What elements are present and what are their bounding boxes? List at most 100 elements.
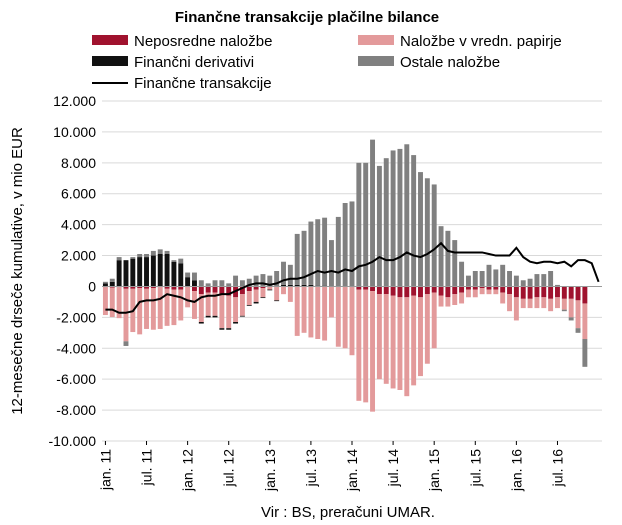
bar-ostale-nalo-be bbox=[198, 280, 204, 287]
bar-ostale-nalo-be bbox=[267, 275, 273, 287]
bar-neposredne-nalo-be bbox=[411, 286, 417, 296]
bar-ostale-nalo-be bbox=[356, 162, 362, 287]
x-tick-label: jul. 14 bbox=[385, 449, 401, 488]
legend-item: Finančni derivativi bbox=[92, 54, 254, 71]
bar-neposredne-nalo-be bbox=[390, 286, 396, 296]
bar-neposredne-nalo-be bbox=[171, 286, 177, 290]
bar-nalo-be-v-vredn-papirje bbox=[315, 286, 321, 339]
bar-nalo-be-v-vredn-papirje bbox=[561, 298, 567, 310]
bar-nalo-be-v-vredn-papirje bbox=[383, 294, 389, 384]
bar-finan-ni-derivativi bbox=[212, 315, 218, 318]
bar-nalo-be-v-vredn-papirje bbox=[527, 298, 533, 309]
bar-ostale-nalo-be bbox=[144, 254, 149, 258]
bar-ostale-nalo-be bbox=[123, 341, 129, 346]
bar-finan-ni-derivativi bbox=[205, 315, 211, 318]
bar-neposredne-nalo-be bbox=[561, 286, 567, 299]
bar-ostale-nalo-be bbox=[281, 261, 286, 285]
bar-ostale-nalo-be bbox=[212, 280, 218, 287]
bar-nalo-be-v-vredn-papirje bbox=[397, 297, 403, 390]
bar-ostale-nalo-be bbox=[465, 275, 471, 287]
bar-nalo-be-v-vredn-papirje bbox=[575, 300, 581, 329]
bar-finan-ni-derivativi bbox=[267, 289, 273, 291]
bar-finan-ni-derivativi bbox=[164, 254, 170, 287]
bar-finan-ni-derivativi bbox=[123, 260, 129, 287]
bar-neposredne-nalo-be bbox=[486, 286, 492, 290]
legend-swatch bbox=[358, 35, 394, 45]
y-tick-label: -2.000 bbox=[56, 309, 96, 325]
bar-ostale-nalo-be bbox=[130, 257, 136, 259]
x-tick-label: jan. 14 bbox=[344, 449, 360, 492]
bar-neposredne-nalo-be bbox=[479, 286, 485, 288]
bar-ostale-nalo-be bbox=[363, 162, 369, 287]
bar-ostale-nalo-be bbox=[424, 178, 430, 287]
bar-ostale-nalo-be bbox=[342, 203, 348, 287]
bar-nalo-be-v-vredn-papirje bbox=[370, 291, 376, 412]
bar-nalo-be-v-vredn-papirje bbox=[164, 288, 170, 326]
bar-neposredne-nalo-be bbox=[459, 286, 465, 293]
bars-layer bbox=[102, 139, 588, 412]
bar-finan-ni-derivativi bbox=[274, 300, 280, 302]
bar-neposredne-nalo-be bbox=[520, 286, 526, 299]
bar-finan-ni-derivativi bbox=[171, 261, 177, 287]
bar-neposredne-nalo-be bbox=[493, 286, 499, 290]
y-axis-ticks: 12.000 10.000 8.000 6.000 4.000 2.000 0 -2.000 -… bbox=[49, 93, 97, 449]
bar-ostale-nalo-be bbox=[116, 257, 122, 261]
bar-nalo-be-v-vredn-papirje bbox=[328, 286, 334, 318]
bar-ostale-nalo-be bbox=[109, 278, 115, 282]
bar-neposredne-nalo-be bbox=[150, 286, 156, 288]
bar-ostale-nalo-be bbox=[548, 271, 554, 287]
bar-neposredne-nalo-be bbox=[137, 286, 143, 288]
bar-nalo-be-v-vredn-papirje bbox=[301, 286, 307, 333]
bar-ostale-nalo-be bbox=[418, 172, 423, 287]
bar-nalo-be-v-vredn-papirje bbox=[479, 288, 485, 295]
bar-ostale-nalo-be bbox=[438, 226, 444, 287]
bar-nalo-be-v-vredn-papirje bbox=[294, 286, 300, 336]
legend-swatch bbox=[92, 56, 128, 66]
bar-neposredne-nalo-be bbox=[246, 286, 252, 292]
bar-ostale-nalo-be bbox=[486, 264, 492, 287]
bar-ostale-nalo-be bbox=[541, 274, 547, 287]
y-tick-label: -6.000 bbox=[56, 371, 96, 387]
bar-ostale-nalo-be bbox=[561, 309, 567, 312]
bar-neposredne-nalo-be bbox=[465, 286, 471, 290]
bar-nalo-be-v-vredn-papirje bbox=[541, 297, 547, 309]
bar-finan-ni-derivativi bbox=[102, 283, 108, 287]
legend-label: Naložbe v vredn. papirje bbox=[400, 33, 562, 50]
bar-neposredne-nalo-be bbox=[226, 286, 232, 296]
bar-nalo-be-v-vredn-papirje bbox=[185, 287, 191, 308]
bar-neposredne-nalo-be bbox=[253, 286, 259, 290]
bar-neposredne-nalo-be bbox=[568, 286, 574, 299]
bar-nalo-be-v-vredn-papirje bbox=[452, 294, 458, 305]
bar-nalo-be-v-vredn-papirje bbox=[568, 298, 574, 318]
bar-ostale-nalo-be bbox=[301, 230, 307, 285]
bar-neposredne-nalo-be bbox=[212, 286, 218, 293]
bar-nalo-be-v-vredn-papirje bbox=[465, 289, 471, 298]
bar-ostale-nalo-be bbox=[582, 339, 588, 367]
bar-ostale-nalo-be bbox=[479, 271, 485, 287]
y-tick-label: -4.000 bbox=[56, 340, 96, 356]
bar-nalo-be-v-vredn-papirje bbox=[246, 291, 252, 305]
bar-neposredne-nalo-be bbox=[582, 286, 588, 304]
bar-nalo-be-v-vredn-papirje bbox=[445, 297, 451, 307]
bar-ostale-nalo-be bbox=[520, 280, 526, 287]
bar-neposredne-nalo-be bbox=[130, 286, 136, 289]
bar-nalo-be-v-vredn-papirje bbox=[116, 287, 122, 319]
bar-neposredne-nalo-be bbox=[500, 286, 506, 293]
bar-nalo-be-v-vredn-papirje bbox=[363, 289, 369, 403]
y-tick-label: 2.000 bbox=[61, 248, 96, 264]
bar-neposredne-nalo-be bbox=[452, 286, 458, 295]
bar-nalo-be-v-vredn-papirje bbox=[376, 294, 382, 380]
bar-nalo-be-v-vredn-papirje bbox=[582, 303, 588, 339]
bar-finan-ni-derivativi bbox=[287, 284, 293, 287]
x-tick-label: jan. 11 bbox=[97, 449, 113, 491]
bar-neposredne-nalo-be bbox=[383, 286, 389, 295]
bar-ostale-nalo-be bbox=[274, 271, 280, 287]
bar-ostale-nalo-be bbox=[376, 165, 382, 287]
bar-ostale-nalo-be bbox=[383, 158, 389, 287]
bar-ostale-nalo-be bbox=[404, 144, 410, 287]
y-tick-label: 8.000 bbox=[61, 155, 96, 171]
bar-ostale-nalo-be bbox=[575, 328, 581, 333]
bar-ostale-nalo-be bbox=[534, 274, 540, 287]
bar-nalo-be-v-vredn-papirje bbox=[198, 294, 204, 322]
